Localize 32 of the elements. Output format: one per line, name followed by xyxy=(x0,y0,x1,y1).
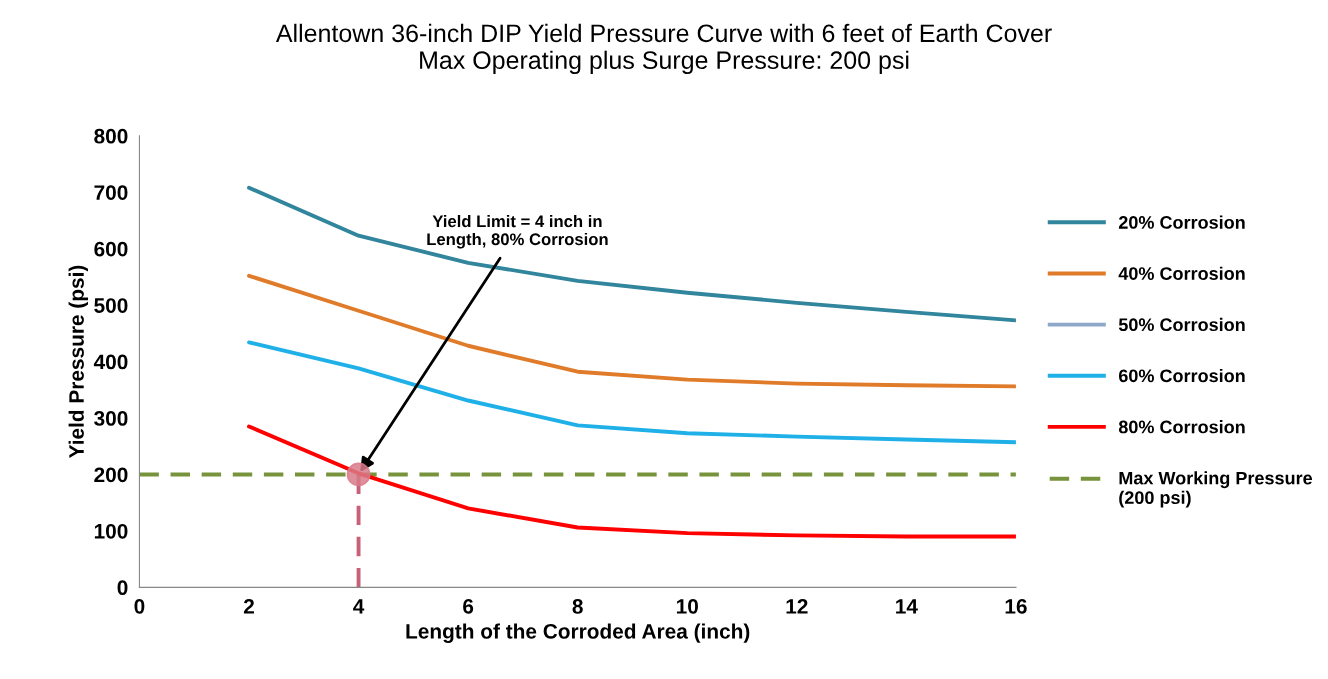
line-series xyxy=(247,424,1016,539)
legend-label: Max Working Pressure (200 psi) xyxy=(1119,471,1313,508)
y-tick-label: 400 xyxy=(93,354,128,370)
y-tick-label: 100 xyxy=(94,523,128,539)
y-tick-label: 200 xyxy=(94,467,128,483)
y-tick-label: 800 xyxy=(94,128,128,144)
x-tick-label: 12 xyxy=(786,599,808,614)
legend-label: 60% Corrosion xyxy=(1118,368,1245,383)
y-tick-label: 0 xyxy=(117,580,128,596)
y-tick-label: 300 xyxy=(94,411,128,426)
x-axis-title: Length of the Corroded Area (inch) xyxy=(406,623,750,643)
x-tick-label: 2 xyxy=(243,599,254,614)
annotation: Yield Limit = 4 inch in Length, 80% Corrosion xyxy=(427,214,608,249)
legend-label: 40% Corrosion xyxy=(1118,266,1245,280)
x-tick-label: 6 xyxy=(463,599,474,614)
x-tick-label: 14 xyxy=(896,599,918,614)
y-tick-label: 500 xyxy=(94,298,128,313)
x-tick-label: 16 xyxy=(1005,599,1027,614)
x-tick-label: 0 xyxy=(134,599,145,614)
y-axis-title: Yield Pressure (psi) xyxy=(68,265,89,459)
line-series xyxy=(247,340,1016,445)
legend-label: 80% Corrosion xyxy=(1118,420,1245,434)
y-tick-label: 600 xyxy=(94,241,128,257)
y-tick-label: 700 xyxy=(94,185,128,200)
legend-label: 50% Corrosion xyxy=(1118,317,1245,332)
legend-label: 20% Corrosion xyxy=(1118,215,1245,229)
x-tick-label: 10 xyxy=(676,599,698,614)
x-tick-label: 4 xyxy=(353,599,365,614)
chart-title: Allentown 36-inch DIP Yield Pressure Curve with 6 feet of Earth Cover Max Operating plus Surge Pressure: 200 psi xyxy=(275,23,1052,74)
line-series xyxy=(247,185,1016,323)
x-tick-label: 8 xyxy=(572,599,583,614)
line-series xyxy=(247,273,1016,389)
